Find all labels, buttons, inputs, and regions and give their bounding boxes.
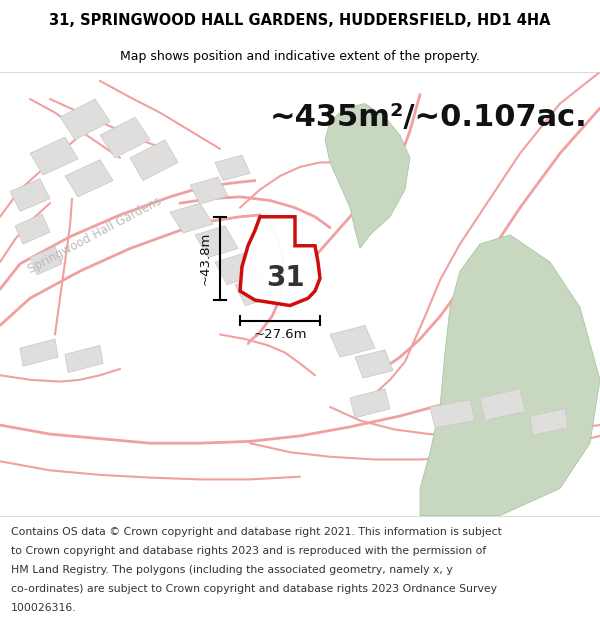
Polygon shape	[350, 389, 390, 418]
Polygon shape	[130, 140, 178, 181]
Polygon shape	[235, 278, 272, 306]
Polygon shape	[420, 235, 600, 516]
Text: to Crown copyright and database rights 2023 and is reproduced with the permissio: to Crown copyright and database rights 2…	[11, 546, 486, 556]
Polygon shape	[65, 160, 113, 197]
Polygon shape	[215, 253, 257, 285]
Polygon shape	[60, 99, 110, 140]
Text: Contains OS data © Crown copyright and database right 2021. This information is : Contains OS data © Crown copyright and d…	[11, 526, 502, 536]
Polygon shape	[355, 350, 393, 378]
Polygon shape	[20, 339, 58, 366]
Polygon shape	[325, 104, 410, 249]
Polygon shape	[10, 179, 50, 211]
Polygon shape	[100, 117, 150, 158]
Polygon shape	[30, 247, 62, 275]
Text: co-ordinates) are subject to Crown copyright and database rights 2023 Ordnance S: co-ordinates) are subject to Crown copyr…	[11, 584, 497, 594]
Polygon shape	[215, 155, 250, 181]
Text: Map shows position and indicative extent of the property.: Map shows position and indicative extent…	[120, 49, 480, 62]
Text: ~27.6m: ~27.6m	[253, 328, 307, 341]
Polygon shape	[330, 326, 375, 357]
Polygon shape	[170, 203, 213, 233]
Text: Springwood Hall Gardens: Springwood Hall Gardens	[26, 194, 164, 276]
Text: ~43.8m: ~43.8m	[199, 232, 212, 285]
Polygon shape	[30, 137, 78, 175]
Polygon shape	[430, 400, 475, 428]
Text: 31, SPRINGWOOD HALL GARDENS, HUDDERSFIELD, HD1 4HA: 31, SPRINGWOOD HALL GARDENS, HUDDERSFIEL…	[49, 12, 551, 28]
Text: 100026316.: 100026316.	[11, 603, 76, 613]
Polygon shape	[190, 177, 228, 204]
Polygon shape	[480, 389, 525, 421]
Text: HM Land Registry. The polygons (including the associated geometry, namely x, y: HM Land Registry. The polygons (includin…	[11, 565, 452, 575]
Text: ~435m²/~0.107ac.: ~435m²/~0.107ac.	[270, 102, 588, 132]
Polygon shape	[240, 217, 320, 306]
Polygon shape	[65, 346, 103, 372]
Polygon shape	[195, 226, 238, 258]
Polygon shape	[530, 409, 568, 435]
Polygon shape	[15, 214, 50, 244]
Text: 31: 31	[266, 264, 305, 292]
